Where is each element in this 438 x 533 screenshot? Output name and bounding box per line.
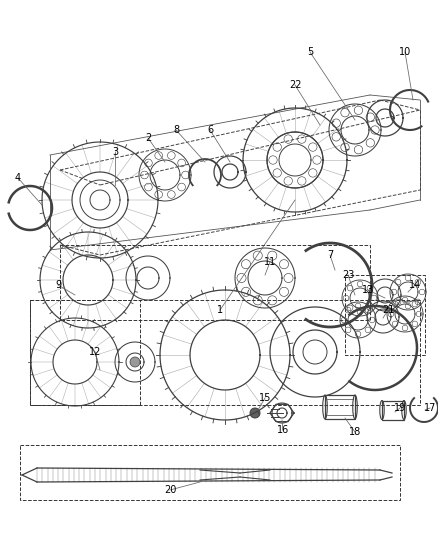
Text: 7: 7 xyxy=(327,250,333,260)
Text: 5: 5 xyxy=(307,47,313,57)
Circle shape xyxy=(250,408,260,418)
Text: 11: 11 xyxy=(264,257,276,267)
Bar xyxy=(60,245,370,320)
Text: 22: 22 xyxy=(289,80,301,90)
Bar xyxy=(30,300,420,405)
Bar xyxy=(325,395,355,419)
Text: 21: 21 xyxy=(382,305,394,315)
Text: 8: 8 xyxy=(173,125,179,135)
Text: 2: 2 xyxy=(145,133,151,143)
Text: 15: 15 xyxy=(259,393,271,403)
Circle shape xyxy=(130,357,140,367)
Text: 4: 4 xyxy=(15,173,21,183)
Text: 17: 17 xyxy=(424,403,436,413)
Text: 13: 13 xyxy=(362,285,374,295)
Text: 1: 1 xyxy=(217,305,223,315)
Bar xyxy=(382,400,404,419)
Bar xyxy=(20,445,400,500)
Text: 19: 19 xyxy=(394,403,406,413)
Text: 14: 14 xyxy=(409,280,421,290)
Bar xyxy=(30,300,140,405)
Text: 9: 9 xyxy=(55,280,61,290)
Text: 6: 6 xyxy=(207,125,213,135)
Text: 18: 18 xyxy=(349,427,361,437)
Bar xyxy=(345,275,425,355)
Text: 10: 10 xyxy=(399,47,411,57)
Text: 12: 12 xyxy=(89,347,101,357)
Text: 3: 3 xyxy=(112,147,118,157)
Text: 20: 20 xyxy=(164,485,176,495)
Text: 16: 16 xyxy=(277,425,289,435)
Text: 23: 23 xyxy=(342,270,354,280)
